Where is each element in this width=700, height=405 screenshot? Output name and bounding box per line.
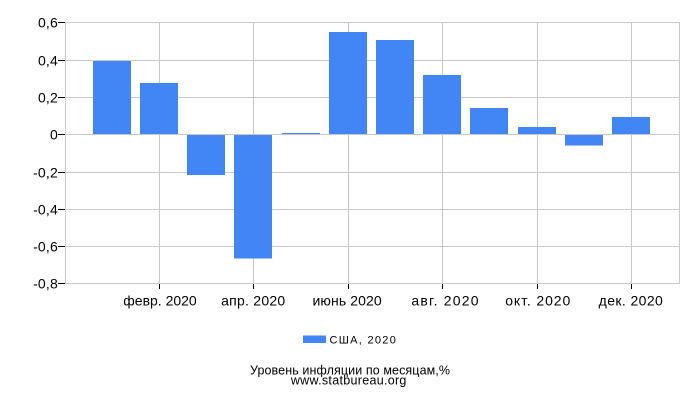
svg-text:0: 0 [50,126,58,142]
svg-text:-0,8: -0,8 [33,275,58,291]
svg-text:0,2: 0,2 [38,89,58,105]
svg-text:-0,6: -0,6 [33,238,58,254]
svg-text:www.statbureau.org: www.statbureau.org [290,374,407,388]
svg-text:апр. 2020: апр. 2020 [221,293,285,309]
svg-text:Уровень инфляции по месяцам,%: Уровень инфляции по месяцам,% [250,364,450,378]
svg-text:июнь 2020: июнь 2020 [313,293,382,309]
svg-text:0,6: 0,6 [38,14,58,30]
svg-text:-0,4: -0,4 [33,201,58,217]
svg-text:дек. 2020: дек. 2020 [599,293,664,309]
svg-text:-0,2: -0,2 [33,164,58,180]
svg-text:февр. 2020: февр. 2020 [123,293,197,309]
svg-text:0,4: 0,4 [38,52,58,68]
svg-text:окт. 2020: окт. 2020 [505,293,571,309]
svg-text:США, 2020: США, 2020 [330,335,398,347]
svg-text:авг. 2020: авг. 2020 [411,293,479,309]
